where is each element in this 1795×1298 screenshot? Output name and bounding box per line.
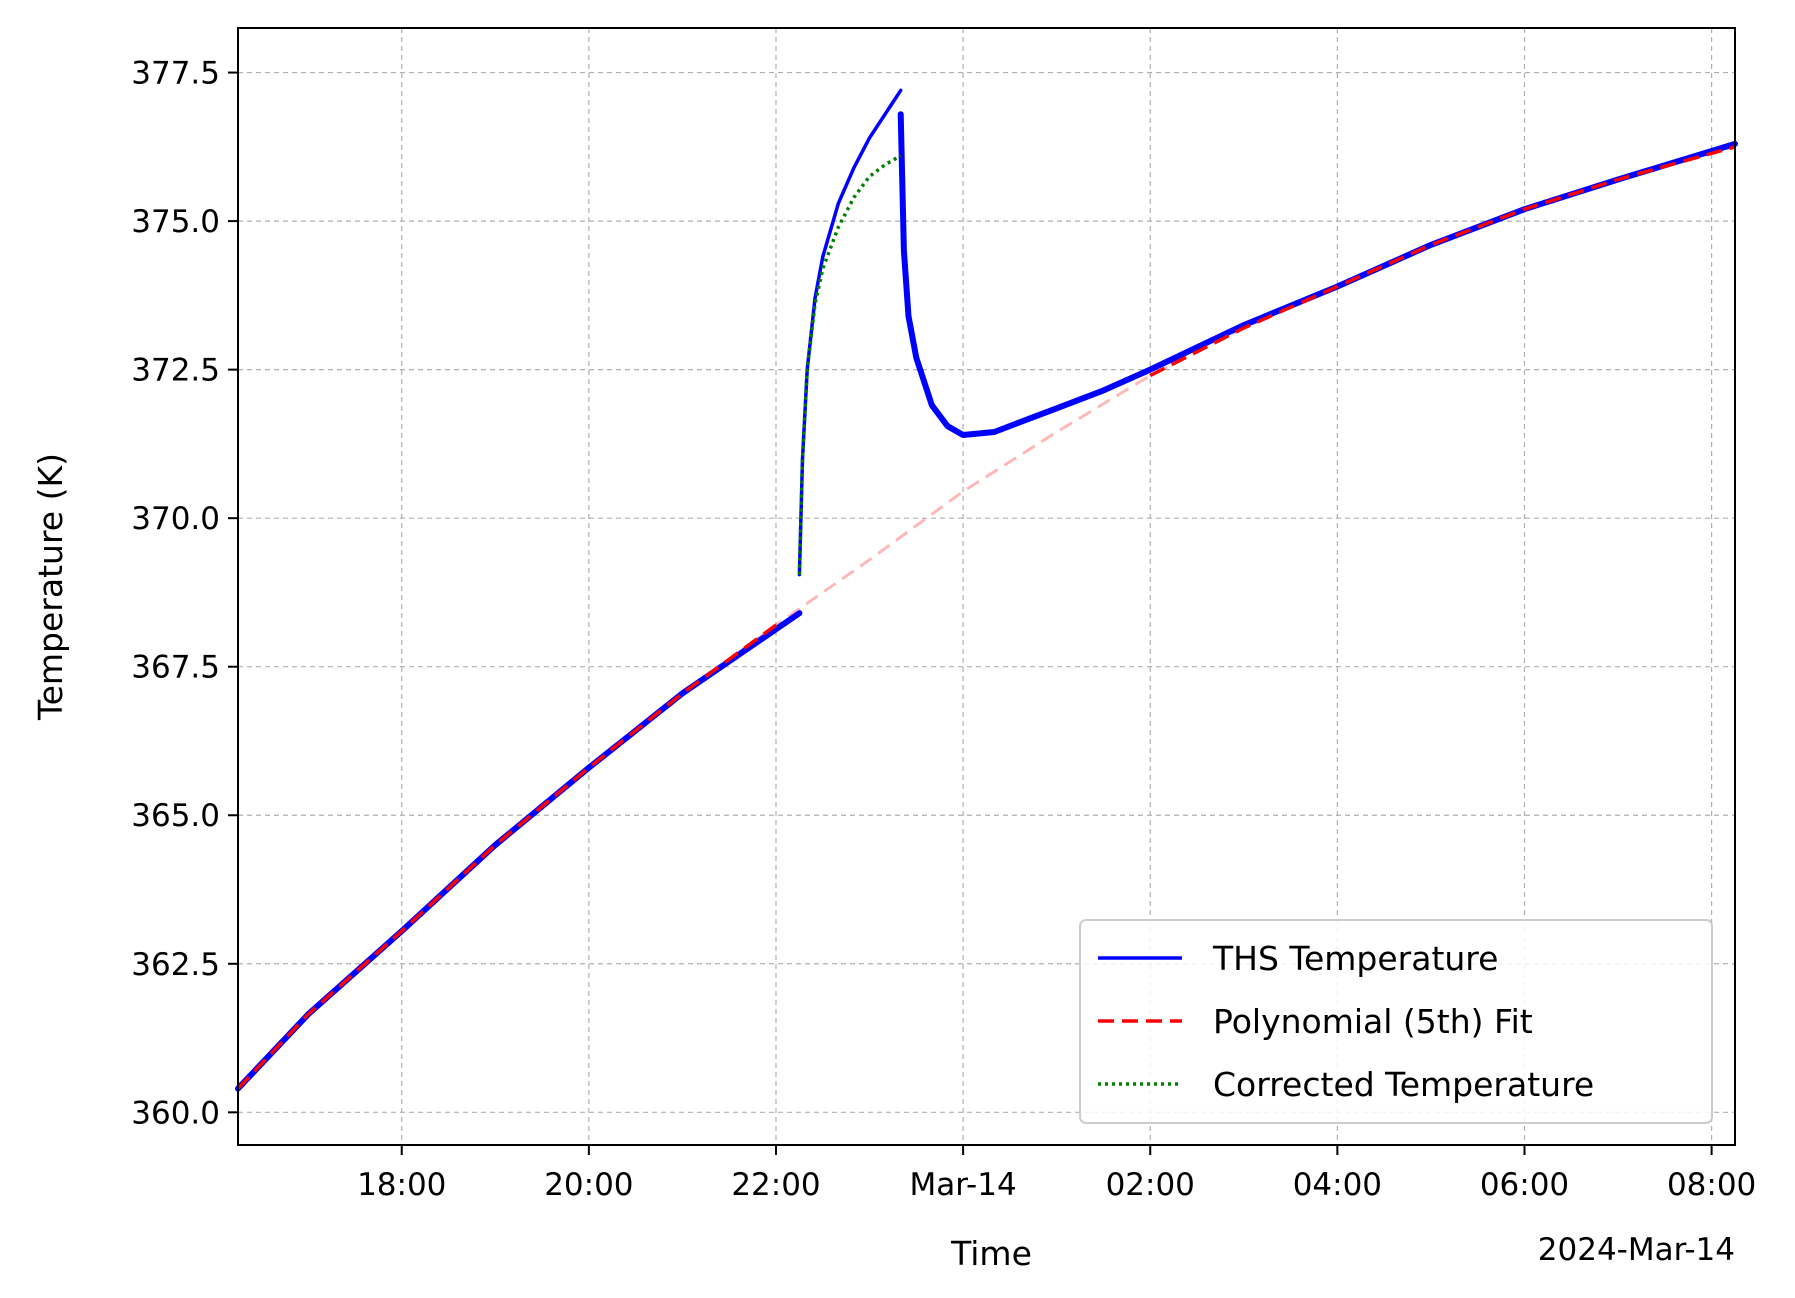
- ths-temperature-line: [897, 111, 1738, 438]
- y-tick-label: 360.0: [131, 1095, 220, 1131]
- x-axis-date-offset: 2024-Mar-14: [1538, 1232, 1735, 1268]
- legend-box: [1079, 919, 1713, 1124]
- legend-label: Polynomial (5th) Fit: [1213, 1002, 1533, 1041]
- x-tick-label: 06:00: [1480, 1167, 1569, 1203]
- ths-temperature-line: [235, 610, 803, 1092]
- x-tick-label: Mar-14: [910, 1167, 1017, 1203]
- y-tick-label: 375.0: [131, 204, 220, 240]
- legend-label: THS Temperature: [1212, 939, 1498, 978]
- ths-temperature-line: [797, 88, 903, 577]
- x-tick-label: 18:00: [357, 1167, 446, 1203]
- x-tick-label: 20:00: [544, 1167, 633, 1203]
- y-tick-label: 365.0: [131, 798, 220, 834]
- plot-lines: [235, 88, 1738, 1092]
- x-tick-label: 22:00: [731, 1167, 820, 1203]
- polynomial-fit-line: [236, 623, 778, 1090]
- polynomial-fit-line: [1149, 145, 1736, 378]
- y-tick-label: 377.5: [131, 56, 220, 92]
- y-tick-label: 367.5: [131, 650, 220, 686]
- y-tick-label: 372.5: [131, 353, 220, 389]
- x-tick-label: 02:00: [1106, 1167, 1195, 1203]
- y-tick-label: 370.0: [131, 501, 220, 537]
- axes-frame: [237, 27, 1736, 1146]
- x-tick-label: 04:00: [1293, 1167, 1382, 1203]
- y-tick-label: 362.5: [131, 947, 220, 983]
- corrected-temperature-line: [797, 154, 902, 575]
- x-tick-label: 08:00: [1667, 1167, 1756, 1203]
- x-axis-title: Time: [950, 1234, 1032, 1273]
- legend-label: Corrected Temperature: [1213, 1065, 1594, 1104]
- legend: THS Temperature Polynomial (5th) Fit Corre…: [1079, 919, 1713, 1124]
- ticks: 18:00 20:00 22:00 Mar-14 02:00 04:00 06:00 08:0…: [131, 56, 1756, 1203]
- y-axis-title: Temperature (K): [31, 453, 70, 721]
